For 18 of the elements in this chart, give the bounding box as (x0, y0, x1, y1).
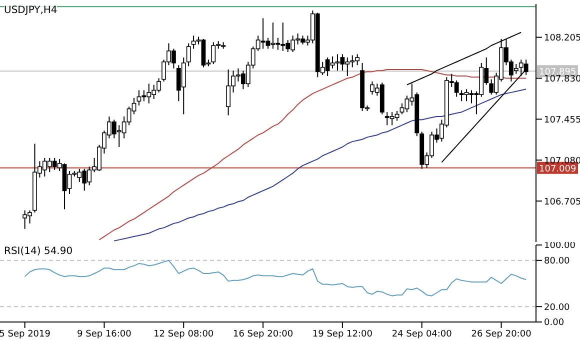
x-tick-label: 9 Sep 16:00 (77, 329, 132, 340)
y-tick-label: 0.00 (544, 318, 564, 328)
x-tick-label: 16 Sep 20:00 (233, 329, 294, 340)
candlestick (186, 42, 191, 67)
y-tick-label: 20.00 (544, 302, 570, 313)
x-tick-label: 26 Sep 20:00 (471, 329, 532, 340)
y-tick-label: 108.205 (544, 33, 580, 44)
y-tick-label: 80.00 (544, 256, 570, 267)
chart-title: USDJPY,H4 (4, 5, 58, 16)
x-tick-label: 5 Sep 2019 (0, 329, 51, 340)
y-tick-label: 107.455 (544, 115, 580, 126)
ref-line-label: 107.009 (539, 164, 576, 174)
y-tick-label: 106.705 (544, 197, 580, 208)
x-tick-label: 24 Sep 04:00 (392, 329, 452, 340)
line-series (24, 260, 527, 296)
x-tick-label: 19 Sep 12:00 (312, 329, 373, 340)
x-tick-label: 12 Sep 08:00 (154, 329, 214, 340)
chart-title: RSI(14) 54.90 (4, 246, 73, 257)
